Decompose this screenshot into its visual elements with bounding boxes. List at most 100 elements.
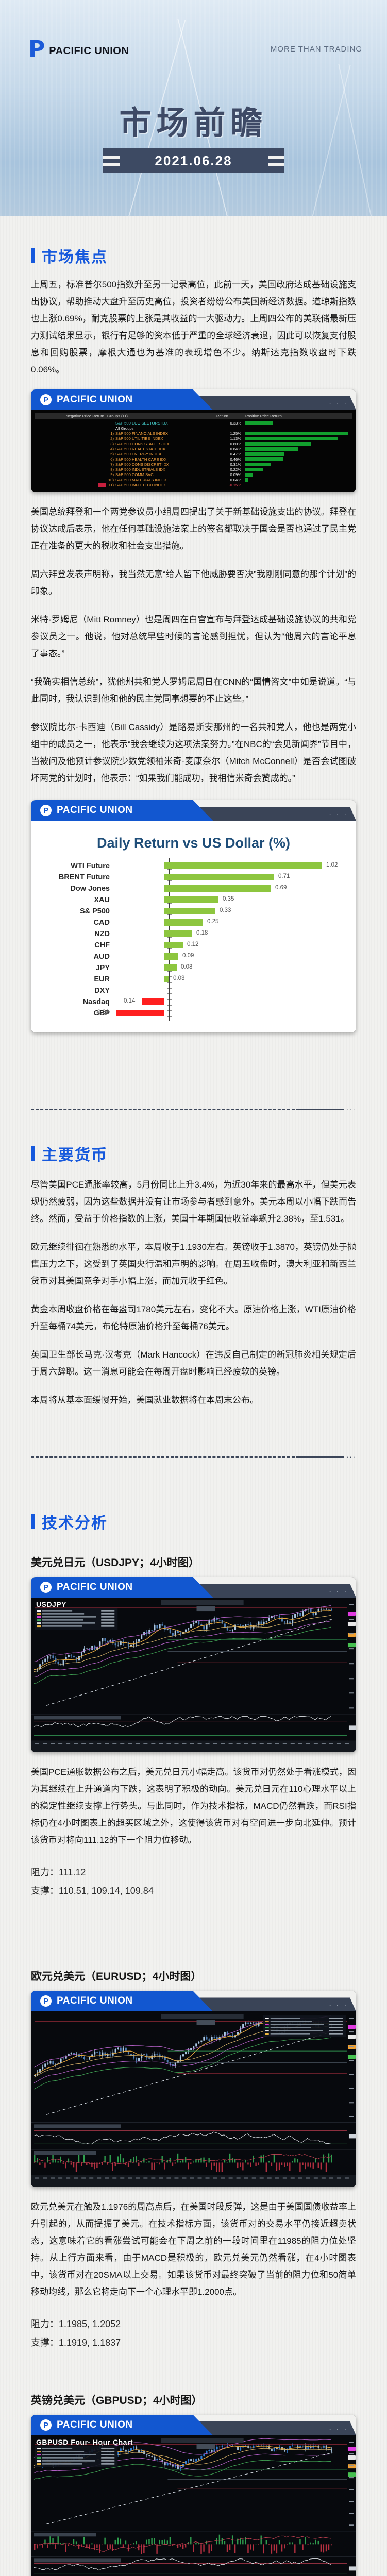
bar-row: NZD 0.18 [94, 930, 208, 938]
paragraph: 美国PCE通胀数据公布之后，美元兑日元小幅走高。该货币对仍然处于看涨模式，因为其… [31, 1767, 356, 1845]
bar-row: CAD 0.25 [93, 919, 219, 927]
eurusd-candlestick-chart [31, 2011, 356, 2187]
card-window-header: · · · P PACIFIC UNION [31, 1991, 356, 2012]
sector-row: 11) S&P 500 INFO TECH INDEX -0.15% [35, 482, 352, 487]
bar-row: Dow Jones 0.69 [70, 885, 287, 893]
section-major-currencies: 主要货币 [31, 1142, 356, 1165]
bar-row: EUR 0.03 [94, 975, 185, 984]
hero-banner: P PACIFIC UNION MORE THAN TRADING 市场前瞻 2… [0, 0, 387, 216]
paragraph: 上周五，标准普尔500指数升至另一记录高位，此前一天，美国政府达成基础设施支出协… [31, 280, 356, 375]
sector-row: 5) S&P 500 ENERGY INDEX 0.47% [35, 451, 352, 456]
page-title: 市场前瞻 [119, 106, 268, 141]
paragraph: 米特·罗姆尼（Mitt Romney）也是周四在白宫宣布与拜登达成基础设施协议的… [31, 615, 356, 658]
paragraph: 欧元继续徘徊在熟悉的水平，本周收于1.1930左右。英镑收于1.3870，英镑仍… [31, 1242, 356, 1286]
sector-row: 1) S&P 500 FINANCIALS INDEX 1.25% [35, 431, 352, 436]
paragraph: 周六拜登发表声明称，我当然无意“给人留下他威胁要否决”我刚刚同意的那个计划”的印… [31, 569, 356, 596]
section-technical-analysis: 技术分析 [31, 1510, 356, 1533]
pu-logo-icon: P [40, 2419, 52, 2431]
brand-p-icon: P [28, 36, 45, 62]
paragraph: 参议院比尔·卡西迪（Bill Cassidy）是路易斯安那州的一名共和党人，他也… [31, 722, 356, 783]
sector-row: 10) S&P 500 MATERIALS INDEX 0.04% [35, 477, 352, 482]
section-title: 市场焦点 [42, 249, 108, 266]
paragraph: 尽管美国PCE通胀率较高，5月份同比上升3.4%，为近30年来的最高水平，但美元… [31, 1180, 356, 1224]
sector-return-chart-card: · · · P PACIFIC UNION Negative Price Ret… [31, 389, 356, 492]
sector-row: 6) S&P 500 HEALTH CARE IDX 0.46% [35, 456, 352, 462]
dashed-divider: ··· [31, 1453, 356, 1460]
card-brand: PACIFIC UNION [57, 2419, 133, 2430]
card-window-header: · · · P PACIFIC UNION [31, 389, 356, 410]
sector-row: S&P 500 ECO SECTORS IDX 0.33% [35, 420, 352, 426]
dashed-divider: ··· [31, 1106, 356, 1113]
card-brand: PACIFIC UNION [57, 1582, 133, 1592]
card-menu-dots-icon[interactable]: · · · [329, 1586, 348, 1595]
card-window-header: · · · P PACIFIC UNION [31, 1577, 356, 1598]
usdjpy-chart-card: · · · P PACIFIC UNION USDJPY [31, 1577, 356, 1753]
pu-logo-icon: P [40, 394, 52, 405]
resistance-values: 1.1985, 1.2052 [59, 2319, 121, 2329]
bar-row: BRENT Future 0.71 [58, 873, 290, 882]
resistance-values: 111.12 [59, 1867, 86, 1878]
bar-row: S& P500 0.33 [79, 907, 231, 916]
subsection-usdjpy-title: 美元兑日元（USDJPY；4小时图） [31, 1557, 199, 1569]
bar-row: Nasdaq 0.14 [40, 996, 347, 1008]
usdjpy-candlestick-chart: USDJPY [31, 1598, 356, 1753]
paragraph: 黄金本周收盘价格在每盎司1780美元左右，变化不大。原油价格上涨，WTI原油价格… [31, 1304, 356, 1331]
chart-pair-label: GBPUSD Four- Hour Chart [36, 2438, 133, 2446]
date-banner: 2021.06.28 [103, 148, 284, 173]
section-bar-icon [31, 1146, 35, 1161]
chart-title: Daily Return vs US Dollar (%) [96, 835, 291, 851]
pu-logo-icon: P [40, 1582, 52, 1593]
card-brand: PACIFIC UNION [57, 394, 133, 405]
bar-row: GBP 0.31 [40, 1008, 347, 1019]
chart-axis [167, 858, 172, 1021]
card-menu-dots-icon[interactable]: · · · [329, 809, 348, 818]
card-brand: PACIFIC UNION [57, 805, 133, 816]
paragraph: 英国卫生部长马克·汉考克（Mark Hancock）在违反自己制定的新冠肺炎相关… [31, 1350, 356, 1377]
sector-row: 4) S&P 500 REAL ESTATE IDX 0.64% [35, 446, 352, 451]
sector-row: All Groups [115, 426, 134, 431]
sector-row: 3) S&P 500 CONS STAPLES IDX 0.80% [35, 441, 352, 446]
card-menu-dots-icon[interactable]: · · · [329, 2000, 348, 2009]
card-menu-dots-icon[interactable]: · · · [329, 2424, 348, 2433]
card-menu-dots-icon[interactable]: · · · [329, 399, 348, 408]
pu-logo-icon: P [40, 1995, 52, 2007]
bar-row: XAU 0.35 [94, 896, 234, 904]
card-window-header: · · · P PACIFIC UNION [31, 2415, 356, 2435]
support-label: 支撑： [31, 1886, 59, 1896]
bar-row: CHF 0.12 [94, 941, 199, 950]
brand-tagline: MORE THAN TRADING [270, 45, 362, 54]
gbpusd-chart-card: · · · P PACIFIC UNION GBPUSD Four- Hour … [31, 2415, 356, 2576]
daily-return-chart: Daily Return vs US Dollar (%) WTI Future… [31, 821, 356, 1032]
card-window-header: · · · P PACIFIC UNION [31, 800, 356, 821]
sector-row: 9) S&P 500 COMM SVC 0.09% [35, 472, 352, 477]
pu-logo-icon: P [40, 805, 52, 816]
sector-table-header: Negative Price Return Groups (11) Return Po… [35, 413, 352, 419]
section-market-focus: 市场焦点 [31, 244, 356, 267]
section-title: 技术分析 [42, 1515, 108, 1532]
pacific-union-logo: P PACIFIC UNION [28, 36, 129, 62]
bar-row: JPY 0.08 [95, 964, 193, 972]
eurusd-chart-card: · · · P PACIFIC UNION [31, 1991, 356, 2187]
section-bar-icon [31, 248, 35, 263]
bar-row: DXY [94, 987, 110, 995]
resistance-label: 阻力： [31, 2319, 59, 2329]
gbpusd-candlestick-chart: GBPUSD Four- Hour Chart [31, 2435, 356, 2576]
paragraph: 欧元兑美元在触及1.1976的周高点后，在美国时段反弹，这是由于美国国债收益率上… [31, 2202, 356, 2297]
section-bar-icon [31, 1514, 35, 1529]
sector-row: 2) S&P 500 UTILITIES INDEX 1.13% [35, 436, 352, 441]
chart-pair-label: USDJPY [36, 1600, 67, 1608]
paragraph: 美国总统拜登和一个两党参议员小组周四提出了关于新基础设施支出的协议。拜登在协议达… [31, 507, 356, 551]
report-date: 2021.06.28 [155, 152, 232, 168]
sector-row: 8) S&P 500 INDUSTRIALS IDX 0.22% [35, 467, 352, 472]
bar-row: WTI Future 1.02 [71, 862, 338, 870]
paragraph: 本周将从基本面缓慢开始，美国就业数据将在本周末公布。 [31, 1395, 259, 1405]
support-values: 1.1919, 1.1837 [59, 2337, 121, 2348]
support-values: 110.51, 109.14, 109.84 [59, 1886, 154, 1896]
sp500-sector-table: Negative Price Return Groups (11) Return Po… [31, 410, 356, 492]
brand-name: PACIFIC UNION [49, 45, 129, 57]
card-brand: PACIFIC UNION [57, 1995, 133, 2007]
support-label: 支撑： [31, 2337, 59, 2348]
section-title: 主要货币 [42, 1147, 108, 1164]
daily-return-chart-card: · · · P PACIFIC UNION Daily Return vs US… [31, 800, 356, 1032]
